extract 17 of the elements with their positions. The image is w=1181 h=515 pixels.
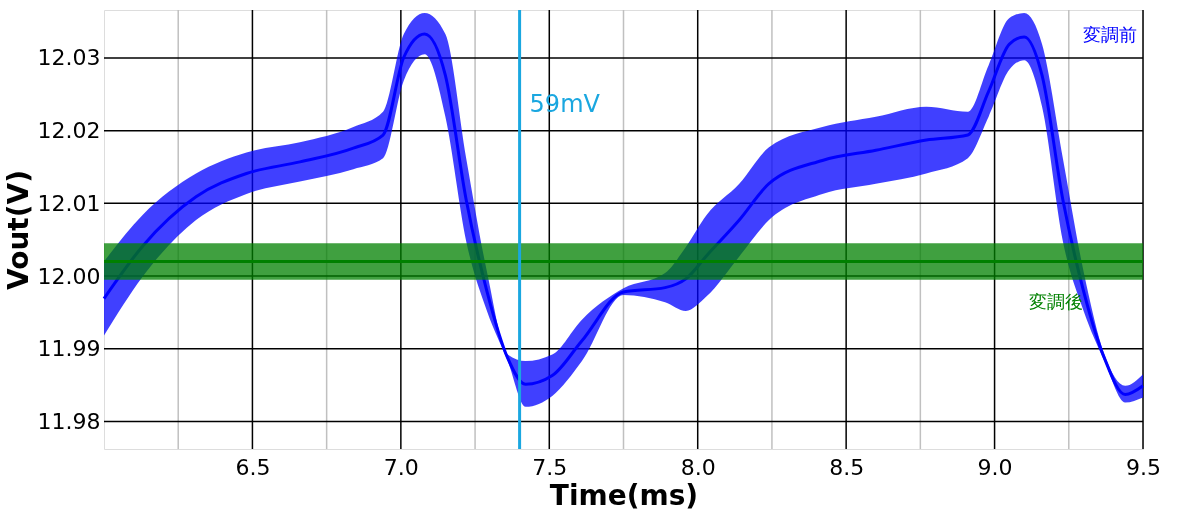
x-axis-title: Time(ms): [549, 478, 699, 512]
y-tick-label: 11.98: [37, 408, 101, 434]
text: 変調前: [1083, 23, 1137, 45]
y-tick-label: 12.01: [37, 190, 101, 216]
x-tick-label: 7.0: [383, 454, 419, 480]
y-tick-label: 12.00: [37, 263, 101, 289]
y-tick-label: 12.02: [37, 118, 101, 144]
y-tick-label: 12.03: [37, 45, 101, 71]
y-tick-label: 11.99: [37, 336, 101, 362]
x-tick-label: 7.5: [532, 454, 568, 480]
x-tick-label: 8.5: [829, 454, 865, 480]
x-tick-label: 9.5: [1126, 454, 1161, 480]
y-axis-title: Vout(V): [1, 170, 35, 290]
x-tick-label: 9.0: [977, 454, 1013, 480]
x-tick-label: 6.5: [235, 454, 271, 480]
x-tick-label: 8.0: [680, 454, 716, 480]
series-label: 変調後: [1029, 290, 1083, 312]
